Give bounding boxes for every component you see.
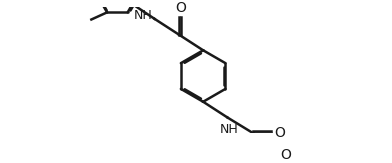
Text: O: O — [280, 148, 290, 162]
Text: NH: NH — [220, 123, 238, 136]
Text: O: O — [175, 1, 186, 15]
Text: NH: NH — [134, 9, 152, 22]
Text: O: O — [274, 126, 285, 140]
